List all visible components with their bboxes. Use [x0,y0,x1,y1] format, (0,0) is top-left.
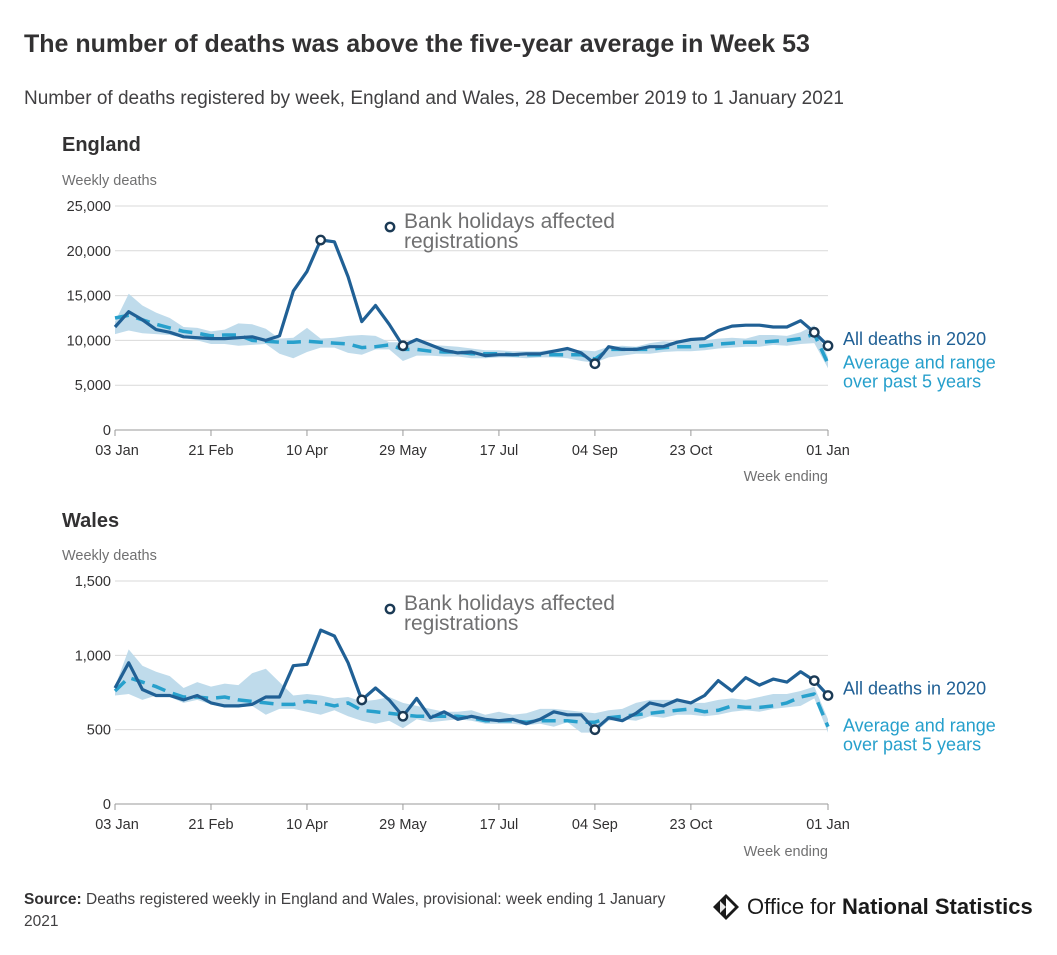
wales-annotation-marker [384,603,396,615]
england-y-tick-label: 25,000 [67,199,111,215]
england-annotation-text: registrations [404,230,518,253]
ons-logo: Office for National Statistics [711,892,1033,922]
wales-y-tick-label: 1,000 [75,648,111,664]
wales-panel-title: Wales [62,510,119,532]
england-panel-title: England [62,134,141,156]
wales-y-tick-label: 500 [87,723,111,739]
england-series-label-average: over past 5 years [843,372,981,392]
page-title: The number of deaths was above the five-… [24,30,810,58]
wales-x-tick-label: 23 Oct [670,817,713,833]
england-series-label-2020: All deaths in 2020 [843,329,986,349]
england-x-axis-title: Week ending [744,469,828,485]
england-bank-holiday-point [808,326,820,338]
england-x-tick-label: 23 Oct [670,443,713,459]
england-bank-holiday-point [822,340,834,352]
wales-y-tick-label: 0 [103,797,111,813]
source-label: Source: [24,891,82,908]
england-x-tick-label: 01 Jan [806,443,850,459]
ons-logo-text-prefix: Office for [747,894,842,919]
england-x-tick-label: 04 Sep [572,443,618,459]
wales-chart: Wales Weekly deaths Week ending 0 500 1,000 1,… [62,510,996,860]
england-y-tick-label: 5,000 [75,378,111,394]
wales-x-tick-label: 03 Jan [95,817,139,833]
charts-canvas: England Weekly deaths Week ending 0 5,000 10,… [62,134,996,860]
england-y-axis-title: Weekly deaths [62,173,157,189]
wales-series-label-average: Average and range [843,716,996,736]
england-x-tick-label: 03 Jan [95,443,139,459]
wales-x-tick-label: 17 Jul [480,817,519,833]
england-x-tick-label: 29 May [379,443,427,459]
england-annotation-marker [384,221,396,233]
england-chart: England Weekly deaths Week ending 0 5,000 10,… [62,134,996,485]
england-x-tick-label: 10 Apr [286,443,328,459]
wales-y-tick-label: 1,500 [75,574,111,590]
england-y-tick-label: 20,000 [67,244,111,260]
source-text: Deaths registered weekly in England and … [24,891,666,930]
wales-bank-holiday-point [808,675,820,687]
source-note: Source: Deaths registered weekly in Engl… [24,889,704,933]
ons-logo-icon [713,894,739,920]
ons-logo-text-bold: National Statistics [841,894,1033,919]
ons-logo-text: Office for National Statistics [747,894,1033,920]
wales-y-axis-title: Weekly deaths [62,548,157,564]
wales-x-tick-label: 29 May [379,817,427,833]
wales-series-label-average: over past 5 years [843,735,981,755]
england-bank-holiday-point [589,358,601,370]
wales-bank-holiday-point [589,724,601,736]
england-series-label-average: Average and range [843,353,996,373]
wales-x-tick-label: 01 Jan [806,817,850,833]
england-average-line [114,313,830,365]
wales-x-axis-title: Week ending [744,844,828,860]
england-x-tick-label: 17 Jul [480,443,519,459]
wales-bank-holiday-point [822,690,834,701]
england-y-tick-label: 10,000 [67,333,111,349]
england-range-band [115,293,828,369]
wales-deaths-2020-line [113,628,830,732]
england-annotation-text: Bank holidays affected [404,210,615,233]
wales-range-band [115,649,828,733]
page-subtitle: Number of deaths registered by week, Eng… [24,88,844,109]
england-y-tick-label: 0 [103,423,111,439]
wales-annotation-text: Bank holidays affected [404,592,615,615]
wales-x-tick-label: 10 Apr [286,817,328,833]
wales-x-tick-label: 21 Feb [188,817,233,833]
wales-series-label-2020: All deaths in 2020 [843,678,986,698]
wales-bank-holiday-point [397,710,409,722]
england-x-tick-label: 21 Feb [188,443,233,459]
england-y-tick-label: 15,000 [67,289,111,305]
england-bank-holiday-point [315,234,327,246]
wales-bank-holiday-point [356,694,368,706]
wales-annotation-text: registrations [404,612,518,635]
england-bank-holiday-point [397,340,409,352]
england-deaths-2020-line [113,238,830,366]
wales-x-tick-label: 04 Sep [572,817,618,833]
